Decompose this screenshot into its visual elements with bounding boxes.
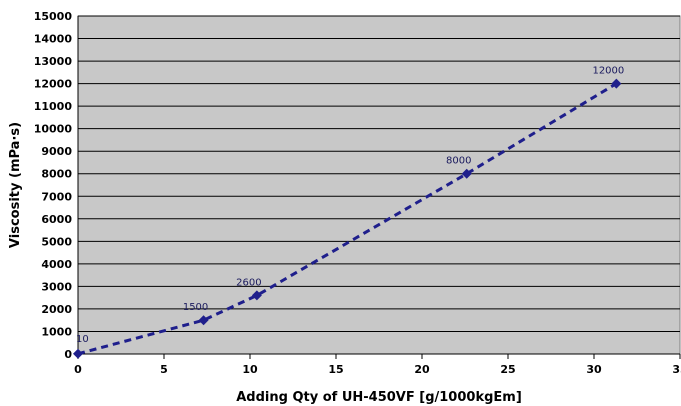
data-point-marker bbox=[251, 290, 262, 301]
series-path bbox=[77, 82, 618, 356]
x-tick-label: 5 bbox=[160, 363, 168, 376]
y-tick-label: 9000 bbox=[41, 145, 72, 158]
data-label: 8000 bbox=[446, 156, 471, 167]
y-tick-label: 7000 bbox=[41, 190, 72, 203]
data-label: 1500 bbox=[183, 302, 208, 313]
x-tick-label: 15 bbox=[328, 363, 343, 376]
y-tick-label: 10000 bbox=[34, 123, 73, 136]
y-tick-label: 3000 bbox=[41, 280, 72, 293]
x-tick-label: 20 bbox=[414, 363, 430, 376]
data-point-marker bbox=[198, 315, 209, 326]
x-tick-label: 25 bbox=[500, 363, 515, 376]
y-tick-label: 13000 bbox=[34, 55, 73, 68]
gridlines bbox=[77, 15, 681, 359]
y-tick-label: 8000 bbox=[41, 168, 72, 181]
data-labels: 10 1500 2600 8000 12000 bbox=[76, 66, 624, 345]
y-axis-title: Viscosity (mPa·s) bbox=[8, 122, 23, 248]
data-label: 10 bbox=[76, 334, 89, 345]
x-tick-labels: 0 5 10 15 20 25 30 35 bbox=[74, 363, 681, 376]
y-tick-labels: 0 1000 2000 3000 4000 5000 6000 7000 8000 9000 100… bbox=[34, 10, 73, 361]
data-point-marker bbox=[73, 348, 83, 359]
y-tick-label: 1000 bbox=[41, 325, 72, 338]
y-tick-label: 11000 bbox=[34, 100, 73, 113]
y-tick-label: 2000 bbox=[41, 303, 72, 316]
data-points bbox=[73, 78, 622, 359]
y-tick-label: 15000 bbox=[34, 10, 73, 23]
y-tick-label: 0 bbox=[64, 348, 72, 361]
y-tick-label: 12000 bbox=[34, 78, 73, 91]
y-tick-label: 5000 bbox=[41, 235, 72, 248]
data-point-marker bbox=[461, 168, 472, 179]
x-axis-title: Adding Qty of UH-450VF [g/1000kgEm] bbox=[236, 390, 522, 405]
x-tick-label: 30 bbox=[586, 363, 602, 376]
data-label: 2600 bbox=[236, 277, 261, 288]
y-tick-label: 6000 bbox=[41, 213, 72, 226]
data-point-marker bbox=[611, 78, 622, 89]
x-tick-label: 35 bbox=[672, 363, 681, 376]
series-line bbox=[77, 82, 618, 356]
y-tick-label: 4000 bbox=[41, 258, 72, 271]
x-tick-label: 0 bbox=[74, 363, 82, 376]
y-tick-label: 14000 bbox=[34, 33, 73, 46]
x-tick-label: 10 bbox=[242, 363, 258, 376]
plot-area bbox=[77, 15, 681, 355]
data-label: 12000 bbox=[592, 66, 624, 77]
